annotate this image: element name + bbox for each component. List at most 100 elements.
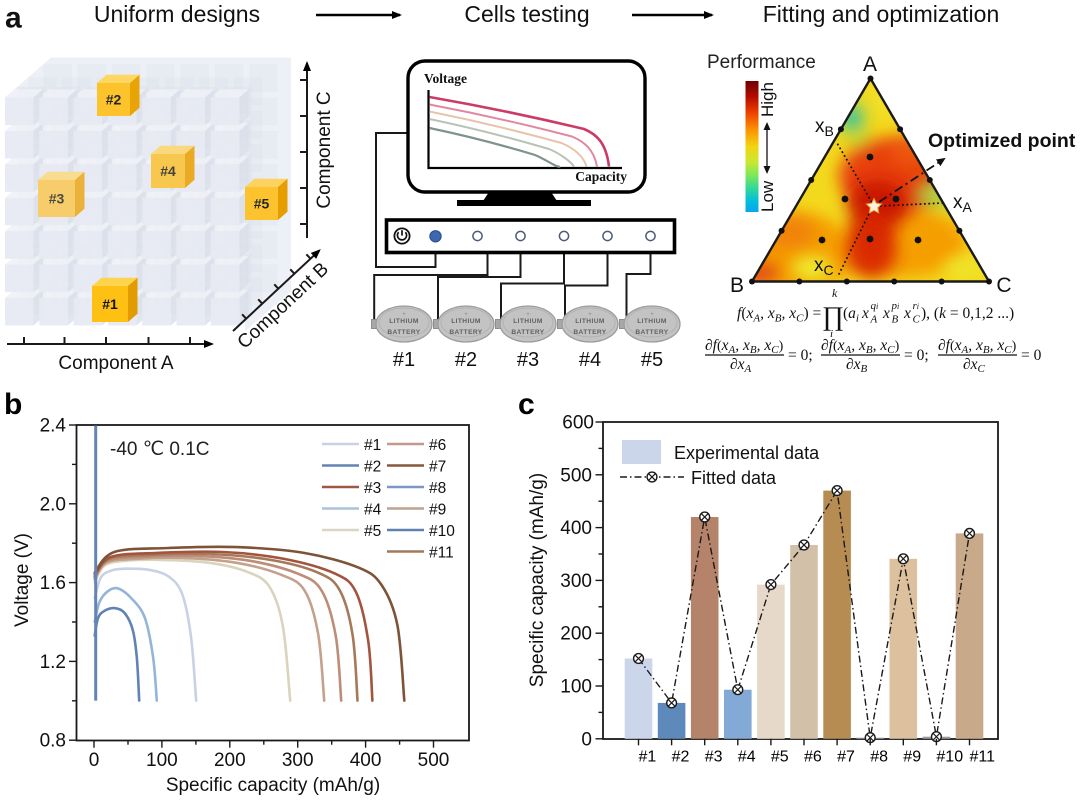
svg-text:#1: #1 [393,349,415,371]
svg-text:-40 ℃ 0.1C: -40 ℃ 0.1C [110,439,210,460]
svg-text:#5: #5 [771,749,789,766]
svg-text:200: 200 [214,750,246,771]
svg-text:#2: #2 [455,349,477,371]
svg-text:), (k = 0,1,2 ...): ), (k = 0,1,2 ...) [921,305,1014,322]
svg-text:BATTERY: BATTERY [573,329,606,336]
svg-text:+: + [464,312,468,318]
svg-text:#3: #3 [49,191,65,207]
svg-text:C: C [996,274,1011,297]
svg-text:#3: #3 [364,480,381,497]
svg-text:#2: #2 [364,459,381,476]
svg-text:#8: #8 [429,480,446,497]
svg-text:= 0;: = 0; [904,347,929,364]
svg-text:500: 500 [418,750,450,771]
svg-text:∂xC: ∂xC [963,356,986,375]
svg-text:300: 300 [560,571,592,592]
svg-text:x: x [861,305,869,322]
svg-text:#1: #1 [639,749,657,766]
svg-text:100: 100 [146,750,178,771]
svg-text:x: x [882,305,890,322]
svg-text:500: 500 [560,465,592,486]
svg-text:Voltage (V): Voltage (V) [12,533,33,627]
svg-text:xB: xB [815,116,834,139]
svg-text:300: 300 [282,750,314,771]
svg-text:High: High [758,82,777,117]
svg-text:Voltage: Voltage [424,71,467,86]
svg-text:#4: #4 [738,749,756,766]
svg-text:Performance: Performance [707,52,816,73]
svg-text:∂f(xA, xB, xC): ∂f(xA, xB, xC) [938,337,1017,356]
svg-text:1.2: 1.2 [40,652,66,673]
svg-text:+: + [588,312,592,318]
svg-text:#4: #4 [579,349,601,371]
svg-text:#10: #10 [429,523,455,540]
svg-text:Fitted data: Fitted data [691,468,777,488]
svg-text:Uniform designs: Uniform designs [94,1,260,27]
svg-text:#11: #11 [970,749,996,766]
svg-text:Experimental data: Experimental data [674,443,820,463]
svg-text:2.0: 2.0 [40,494,66,515]
svg-text:Component C: Component C [314,91,335,208]
svg-text:∏: ∏ [822,301,844,331]
svg-text:0: 0 [581,729,592,750]
svg-text:#9: #9 [429,502,446,519]
svg-text:+: + [402,312,406,318]
svg-text:LITHIUM: LITHIUM [389,318,419,325]
svg-text:1.6: 1.6 [40,573,66,594]
svg-text:600: 600 [562,413,594,434]
svg-text:#7: #7 [429,459,446,476]
svg-text:BATTERY: BATTERY [449,329,482,336]
svg-text:#10: #10 [936,749,963,766]
svg-text:Component A: Component A [58,353,173,374]
svg-text:#1: #1 [364,437,381,454]
svg-text:#3: #3 [705,749,723,766]
svg-text:#4: #4 [364,502,382,519]
svg-text:0.8: 0.8 [40,731,66,752]
svg-text:#3: #3 [517,349,539,371]
svg-text:(ai: (ai [843,305,859,325]
svg-text:#2: #2 [106,92,122,108]
svg-text:A: A [863,53,877,76]
svg-text:Low: Low [758,180,777,212]
svg-text:#5: #5 [364,523,381,540]
svg-text:400: 400 [560,518,592,539]
svg-text:+: + [526,312,530,318]
svg-text:#4: #4 [160,163,176,179]
svg-text:pi: pi [891,300,900,312]
svg-text:f(xA, xB, xC) =: f(xA, xB, xC) = [737,305,821,325]
svg-text:2.4: 2.4 [40,416,67,437]
svg-text:∂f(xA, xB, xC): ∂f(xA, xB, xC) [821,337,900,356]
svg-text:∂xB: ∂xB [846,356,868,375]
svg-text:B: B [892,314,899,326]
svg-text:= 0;: = 0; [788,347,813,364]
svg-text:xA: xA [953,192,973,215]
svg-text:i: i [830,328,833,340]
svg-text:#7: #7 [837,749,855,766]
svg-text:#6: #6 [429,437,446,454]
svg-text:400: 400 [350,750,382,771]
svg-text:#9: #9 [903,749,921,766]
svg-text:#11: #11 [429,545,454,562]
svg-text:100: 100 [560,677,592,698]
svg-text:B: B [730,274,744,297]
svg-text:LITHIUM: LITHIUM [451,318,481,325]
svg-text:qi: qi [871,300,879,312]
svg-text:LITHIUM: LITHIUM [513,318,543,325]
svg-text:Cells testing: Cells testing [464,1,589,27]
svg-text:Specific capacity (mAh/g): Specific capacity (mAh/g) [527,473,548,687]
svg-text:0: 0 [89,750,100,771]
svg-text:Specific capacity (mAh/g): Specific capacity (mAh/g) [166,775,380,796]
svg-text:x: x [903,305,911,322]
svg-text:Capacity: Capacity [575,169,627,184]
svg-text:C: C [913,314,921,326]
svg-text:+: + [650,312,654,318]
svg-text:∂xA: ∂xA [730,356,752,375]
svg-text:#5: #5 [641,349,663,371]
svg-text:#5: #5 [254,196,270,212]
svg-text:#6: #6 [804,749,822,766]
svg-text:A: A [870,314,878,326]
svg-text:LITHIUM: LITHIUM [637,318,667,325]
svg-text:#1: #1 [102,296,118,312]
svg-text:BATTERY: BATTERY [635,329,668,336]
svg-text:Optimized point: Optimized point [928,130,1076,152]
